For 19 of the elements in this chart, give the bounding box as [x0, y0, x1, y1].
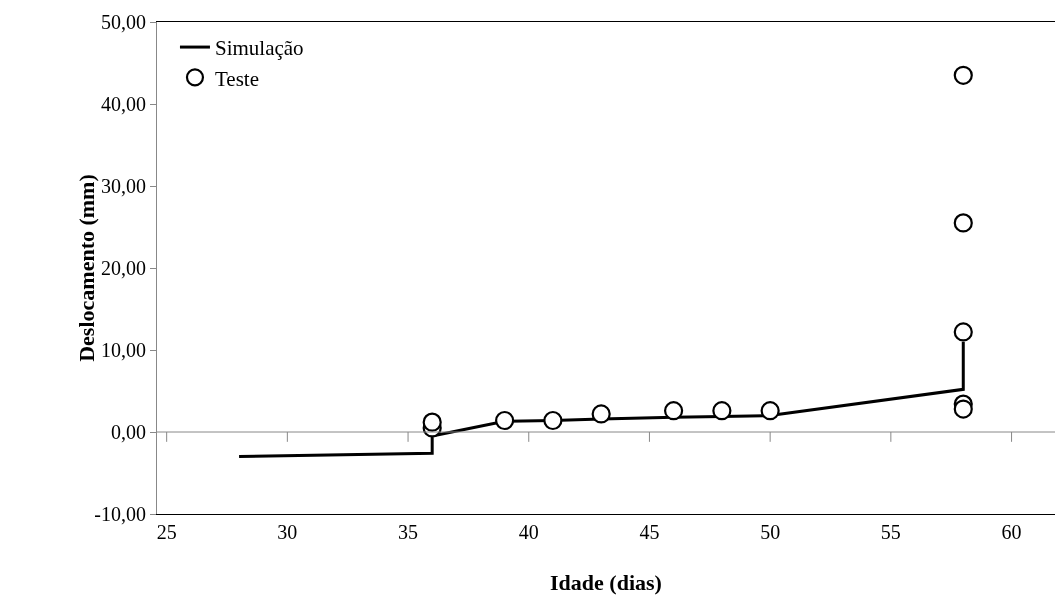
x-tick-label: 50	[760, 521, 781, 543]
x-tick-label: 45	[639, 521, 660, 543]
y-tick-label: -10,00	[94, 503, 146, 525]
y-tick-label: 50,00	[101, 11, 146, 33]
x-tick-label: 40	[518, 521, 539, 543]
x-axis-title: Idade (dias)	[550, 570, 662, 595]
legend-label: Teste	[214, 66, 259, 91]
x-tick-label: 55	[880, 521, 901, 543]
x-tick-label: 30	[277, 521, 298, 543]
y-axis-title: Deslocamento (mm)	[74, 174, 99, 362]
x-tick-label: 35	[398, 521, 419, 543]
legend-label: Simulação	[214, 36, 304, 61]
y-tick-label: 30,00	[101, 175, 146, 197]
x-tick-label: 60	[1001, 521, 1022, 543]
y-tick-label: 40,00	[101, 93, 146, 115]
x-tick-label: 25	[156, 521, 177, 543]
y-tick-label: 0,00	[111, 421, 146, 443]
y-tick-label: 10,00	[101, 339, 146, 361]
y-tick-label: 20,00	[101, 257, 146, 279]
